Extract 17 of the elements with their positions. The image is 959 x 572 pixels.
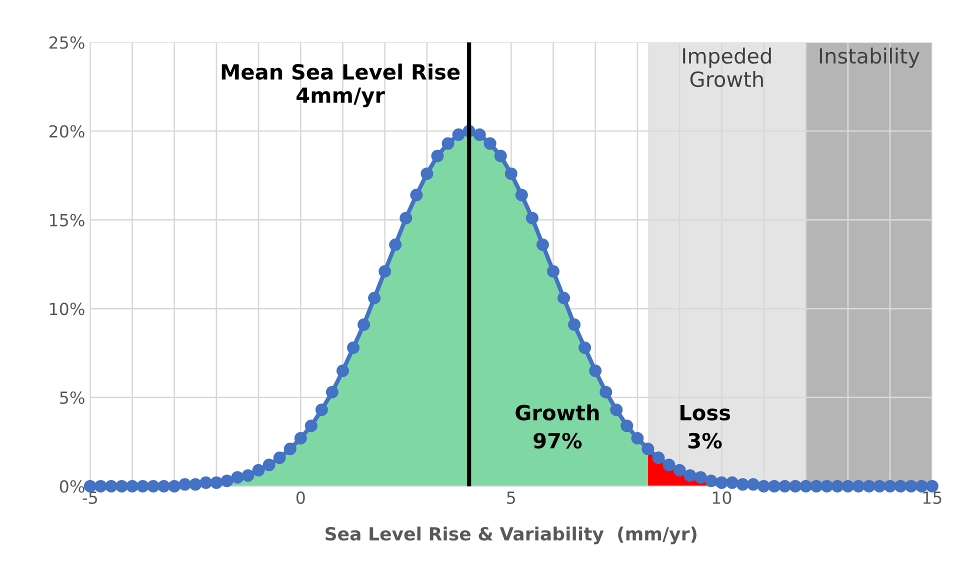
band-label: Instability [820, 48, 920, 68]
y-tick-label: 25% [49, 36, 84, 49]
y-tick-label: 10% [50, 302, 84, 316]
x-axis-title: Sea Level Rise & Variability (mm/yr) [326, 526, 696, 544]
x-tick-label: 10 [712, 491, 732, 504]
x-tick-label: 0 [296, 491, 305, 504]
y-tick-label: 15% [50, 214, 84, 226]
y-tick-label: 20% [49, 125, 84, 138]
band-label: Impeded Growth [683, 48, 771, 88]
y-tick-label: 0% [60, 480, 84, 493]
x-tick-label: -5 [82, 492, 97, 504]
x-tick-label: 15 [923, 492, 942, 504]
y-tick-label: 5% [60, 391, 84, 404]
ref-line-label: Mean Sea Level Rise 4mm/yr [222, 64, 460, 108]
x-tick-label: 5 [507, 492, 515, 504]
annotation: Growth 97% [516, 404, 599, 449]
annotation: Loss 3% [680, 405, 730, 449]
